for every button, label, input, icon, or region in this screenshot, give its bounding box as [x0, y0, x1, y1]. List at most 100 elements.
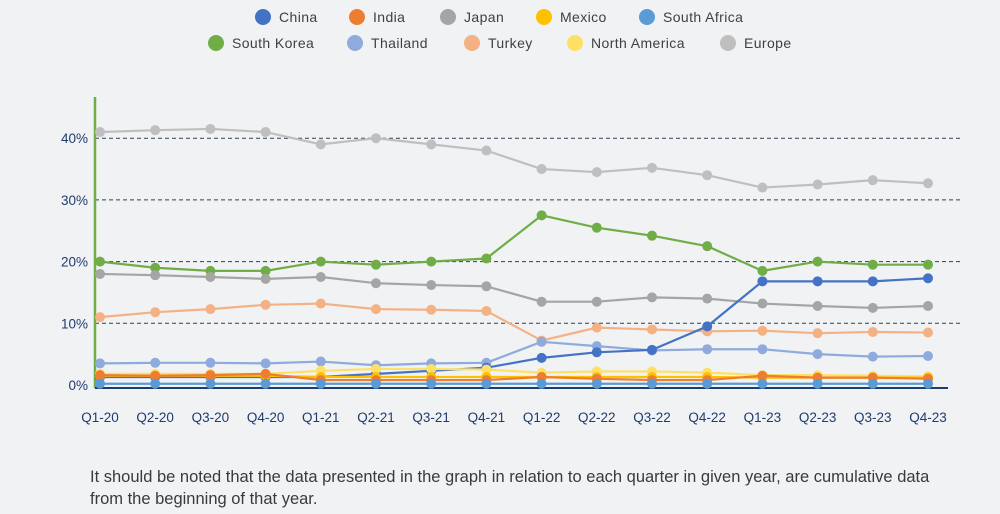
series-line-japan: [99, 272, 929, 309]
data-point-japan: [150, 270, 161, 281]
data-point-china: [867, 276, 878, 287]
legend-item-north-america: North America: [567, 35, 685, 51]
x-tick-label: Q4-21: [468, 410, 506, 425]
data-point-india: [205, 370, 216, 381]
data-point-turkey: [150, 307, 161, 318]
legend: China India Japan Mexico South Africa So…: [0, 0, 1000, 60]
data-point-south-africa: [205, 378, 216, 389]
data-point-south-africa: [260, 378, 271, 389]
data-point-japan: [923, 301, 933, 312]
data-point-turkey: [371, 304, 381, 315]
data-point-south-korea: [371, 259, 381, 270]
series-line-india: [99, 372, 929, 382]
data-point-south-korea: [426, 256, 437, 267]
x-tick-label: Q3-20: [192, 410, 230, 425]
data-point-china: [757, 276, 768, 287]
series-japan: [95, 268, 933, 313]
data-point-turkey: [205, 304, 216, 315]
data-point-thailand: [812, 349, 823, 360]
series-south-korea: [95, 210, 933, 276]
data-point-japan: [757, 298, 768, 309]
data-point-south-africa: [757, 378, 768, 389]
legend-item-japan: Japan: [440, 9, 504, 25]
data-point-europe: [867, 175, 878, 186]
data-point-thailand: [702, 344, 713, 355]
data-point-thailand: [205, 357, 216, 368]
legend-marker: [720, 35, 736, 51]
data-point-europe: [150, 125, 161, 136]
data-point-turkey: [867, 326, 878, 337]
data-point-japan: [260, 273, 271, 284]
data-point-south-africa: [647, 378, 657, 389]
x-tick-label: Q4-22: [688, 410, 726, 425]
legend-item-thailand: Thailand: [347, 35, 428, 51]
legend-item-turkey: Turkey: [464, 35, 533, 51]
data-point-south-africa: [923, 378, 933, 389]
data-point-japan: [647, 292, 657, 303]
series-line-turkey: [99, 302, 929, 342]
data-point-europe: [812, 179, 823, 190]
x-tick-label: Q3-22: [633, 410, 671, 425]
data-point-turkey: [481, 305, 492, 316]
data-point-turkey: [426, 304, 437, 315]
data-point-thailand: [260, 358, 271, 369]
data-point-south-korea: [591, 222, 602, 233]
legend-item-india: India: [349, 9, 405, 25]
data-point-north-america: [426, 363, 437, 374]
legend-label: India: [373, 9, 406, 25]
data-point-south-korea: [95, 256, 105, 267]
data-point-south-korea: [150, 262, 161, 273]
data-point-india: [95, 370, 105, 381]
data-point-south-africa: [426, 378, 437, 389]
data-point-china: [536, 352, 547, 363]
data-point-japan: [702, 293, 713, 304]
data-point-japan: [315, 272, 326, 283]
data-point-thailand: [536, 336, 547, 347]
legend-marker: [208, 35, 224, 51]
data-point-india: [150, 370, 161, 381]
data-point-thailand: [757, 344, 768, 355]
series-thailand: [95, 336, 933, 371]
data-point-china: [647, 344, 657, 355]
x-tick-label: Q4-20: [247, 410, 285, 425]
legend-label: China: [279, 9, 318, 25]
data-point-thailand: [150, 357, 161, 368]
legend-marker: [536, 9, 552, 25]
data-point-japan: [95, 268, 105, 279]
data-point-south-korea: [481, 253, 492, 264]
data-point-turkey: [647, 324, 657, 335]
data-point-china: [702, 321, 713, 332]
data-point-south-africa: [536, 378, 547, 389]
series-line-europe: [99, 127, 929, 189]
data-point-japan: [205, 272, 216, 283]
x-tick-label: Q3-23: [854, 410, 892, 425]
x-tick-label: Q1-23: [744, 410, 782, 425]
legend-item-south-korea: South Korea: [208, 35, 314, 51]
y-tick-label: 40%: [61, 131, 88, 146]
data-point-japan: [591, 296, 602, 307]
data-point-south-africa: [481, 378, 492, 389]
data-point-south-korea: [315, 256, 326, 267]
data-point-europe: [315, 139, 326, 150]
data-point-europe: [95, 127, 105, 138]
data-point-europe: [591, 167, 602, 178]
legend-marker: [349, 9, 365, 25]
data-point-north-america: [371, 363, 381, 374]
footnote: It should be noted that the data present…: [90, 468, 930, 508]
axes: [93, 97, 948, 389]
legend-marker: [567, 35, 583, 51]
x-tick-label: Q1-21: [302, 410, 340, 425]
legend-marker: [464, 35, 480, 51]
data-point-japan: [371, 278, 381, 289]
legend-marker: [255, 9, 271, 25]
data-point-south-korea: [536, 210, 547, 221]
data-point-north-america: [481, 364, 492, 375]
grid-lines: [95, 137, 960, 324]
legend-item-china: China: [255, 9, 318, 25]
legend-item-south-africa: South Africa: [639, 9, 743, 25]
data-point-china: [591, 347, 602, 358]
x-tick-label: Q2-22: [578, 410, 616, 425]
data-point-south-korea: [260, 265, 271, 276]
data-point-south-korea: [647, 230, 657, 241]
data-point-india: [757, 370, 768, 381]
